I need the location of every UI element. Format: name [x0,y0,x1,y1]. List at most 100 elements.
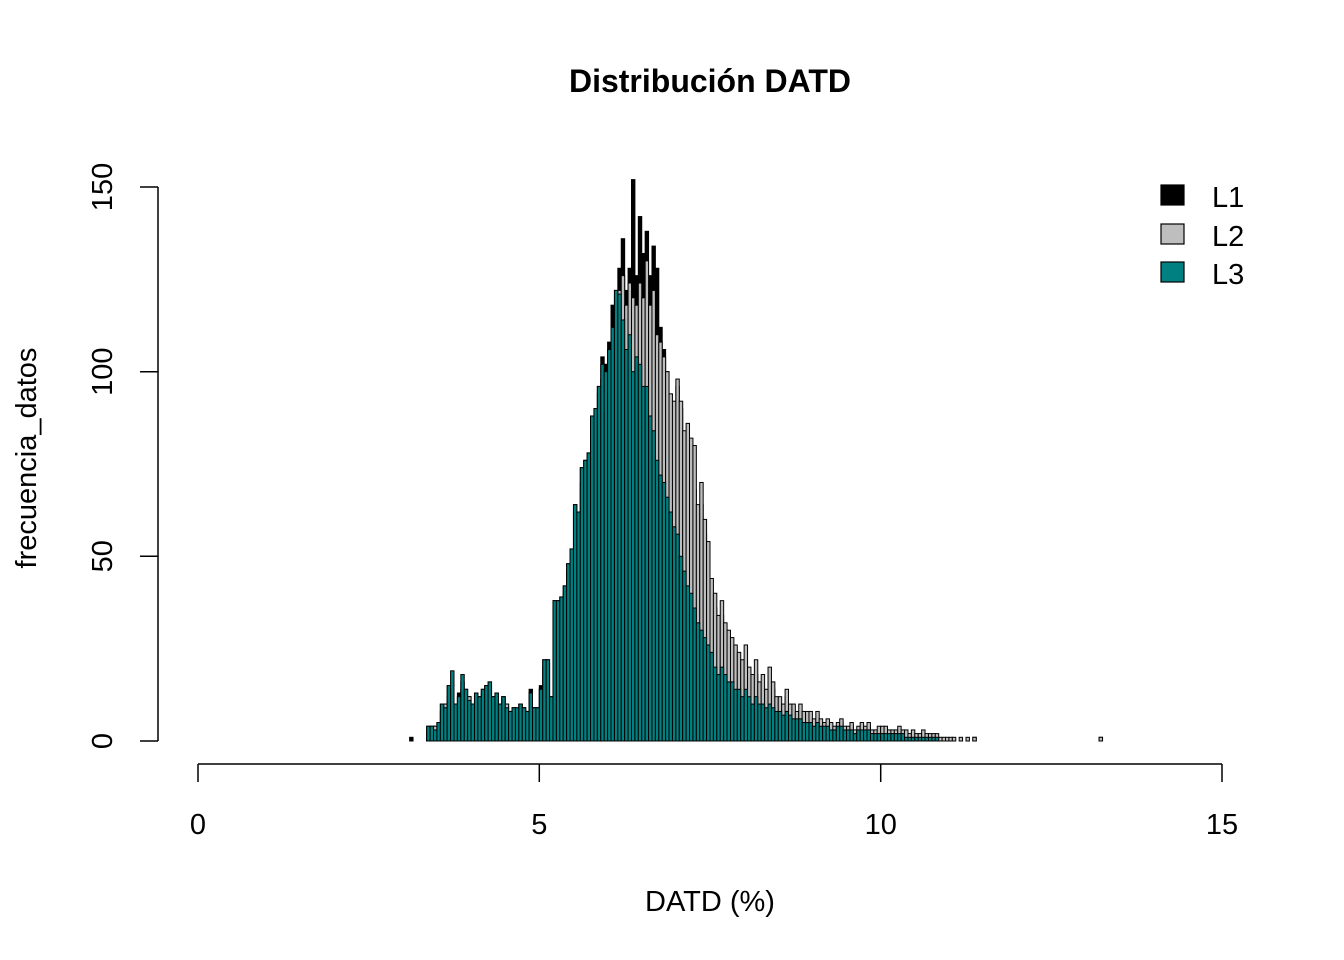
series-l2 [426,260,1104,742]
bar-l3-86 [702,637,708,742]
bar-l3-113 [794,718,800,742]
bar-l3-135 [869,733,875,742]
bar-l3-37 [535,707,540,742]
x-tick-label-5: 5 [531,809,547,841]
bar-l3-78 [675,533,680,742]
bars-layer [409,179,1104,742]
bar-l3-53 [590,415,595,742]
bar-l3-99 [747,696,752,742]
legend-label-l2: L2 [1212,221,1244,253]
bar-l3-82 [689,592,694,742]
bar-l3-112 [791,718,796,742]
bar-l3-74 [661,481,667,742]
bar-l3-153 [931,736,936,742]
bar-l3-80 [682,570,687,742]
bar-l3-90 [716,674,721,742]
x-tick-label-10: 10 [865,809,897,841]
bar-l3-13 [453,703,458,742]
bar-l3-139 [883,733,888,742]
bar-l3-28 [504,707,510,742]
bar-l3-154 [934,736,940,742]
bar-l3-143 [897,733,902,742]
bar-l2-155 [938,736,943,742]
bar-l3-21 [480,688,486,742]
bar-l2-156 [941,736,947,742]
bar-l3-96 [736,688,742,742]
bar-l3-24 [491,696,496,742]
bar-l3-63 [624,349,629,742]
bar-l3-5 [426,725,431,742]
bar-l3-129 [849,729,854,742]
bar-l3-61 [617,293,622,742]
bar-l3-142 [893,733,899,742]
bar-l2-161 [958,736,964,742]
bar-l3-132 [859,729,865,742]
y-axis-label: frecuencia_datos [11,348,43,569]
bar-l3-23 [487,681,493,742]
bar-l3-105 [767,703,772,742]
bar-l3-104 [764,707,769,742]
bar-l3-127 [842,729,848,742]
bar-l3-92 [723,674,728,742]
bar-l3-119 [815,722,820,742]
x-axis: 0 5 10 15 [190,763,1238,841]
legend-swatch-l1 [1160,184,1185,206]
bar-l3-12 [450,670,455,742]
bar-l3-72 [654,459,660,742]
bar-l3-114 [798,718,803,742]
bar-l3-31 [514,707,520,742]
bar-l3-36 [532,707,537,742]
bar-l3-81 [685,585,691,742]
bar-l3-11 [446,685,452,742]
bar-l3-69 [644,385,650,742]
bar-l3-22 [484,685,489,742]
legend-swatch-l3 [1160,261,1185,283]
bar-l3-136 [873,733,878,742]
bar-l3-29 [508,710,513,742]
bar-l3-73 [658,474,663,742]
x-tick-label-15: 15 [1206,809,1238,841]
bar-l3-103 [760,703,766,742]
bar-l3-108 [777,710,783,742]
legend: L1 L2 L3 [1160,182,1244,291]
bar-l3-32 [518,703,523,742]
bar-l1-0 [409,736,414,742]
bar-l3-49 [576,511,581,742]
bar-l3-144 [900,733,906,742]
bar-l3-27 [501,696,506,742]
bar-l3-70 [648,415,653,742]
bar-l3-25 [494,692,499,742]
series-l3 [426,289,940,742]
bar-l3-41 [549,696,554,742]
bar-l3-109 [781,714,786,742]
bar-l3-89 [712,666,718,742]
bar-l3-79 [678,555,684,742]
bar-l3-55 [596,385,602,742]
bar-l3-64 [627,334,632,742]
bar-l3-18 [470,703,475,742]
bar-l3-56 [600,363,605,742]
bar-l3-88 [709,651,714,742]
bar-l3-147 [910,736,916,742]
bar-l3-62 [620,319,626,742]
bar-l3-118 [811,725,817,742]
bar-l3-125 [835,725,841,742]
bar-l3-50 [579,467,585,742]
bar-l3-115 [801,722,807,742]
y-tick-label-0: 0 [87,733,119,749]
bar-l3-101 [753,696,759,742]
bar-l2-157 [945,736,950,742]
bar-l3-38 [538,688,544,742]
bar-l3-121 [822,725,827,742]
bar-l3-140 [886,733,892,742]
bar-l2-202 [1098,736,1104,742]
bar-l3-65 [630,371,636,742]
bar-l3-146 [907,736,912,742]
bar-l3-66 [634,356,639,742]
bar-l3-45 [562,585,568,742]
bar-l3-44 [559,596,564,742]
bar-l3-19 [473,692,479,742]
bar-l3-133 [863,729,868,742]
bar-l3-98 [743,688,749,742]
